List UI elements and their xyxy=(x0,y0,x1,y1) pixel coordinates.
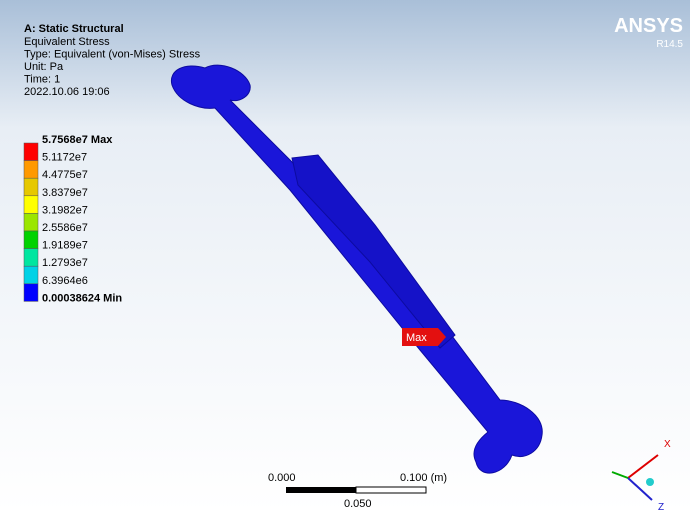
version: R14.5 xyxy=(656,39,683,50)
legend-band xyxy=(24,178,38,196)
legend-band xyxy=(24,249,38,267)
legend-label: 2.5586e7 xyxy=(42,222,88,234)
legend-band xyxy=(24,143,38,161)
legend-label: 1.9189e7 xyxy=(42,240,88,252)
header-line: Equivalent Stress xyxy=(24,36,110,48)
legend-band xyxy=(24,196,38,214)
scale-mid: 0.050 xyxy=(344,498,372,510)
title: A: Static Structural xyxy=(24,23,124,35)
probe-tag: Max xyxy=(402,328,446,346)
header-line: 2022.10.06 19:06 xyxy=(24,86,110,98)
scale-start: 0.000 xyxy=(268,472,296,484)
legend-band xyxy=(24,213,38,231)
legend-label: 1.2793e7 xyxy=(42,257,88,269)
header-line: Type: Equivalent (von-Mises) Stress xyxy=(24,49,201,61)
legend-label: 4.4775e7 xyxy=(42,169,88,181)
probe-label: Max xyxy=(406,332,427,344)
legend-band xyxy=(24,231,38,249)
logo: ANSYS xyxy=(614,15,683,37)
legend-band xyxy=(24,161,38,179)
legend-label: 5.1172e7 xyxy=(42,152,87,164)
legend-label: 5.7568e7 Max xyxy=(42,134,113,146)
legend-label: 3.1982e7 xyxy=(42,204,88,216)
triad-z: Z xyxy=(658,502,664,512)
legend-band xyxy=(24,284,38,302)
triad-x: X xyxy=(664,439,671,450)
scale-end: 0.100 (m) xyxy=(400,472,447,484)
viewport: Max A: Static Structural Equivalent Stre… xyxy=(0,0,690,512)
header-line: Unit: Pa xyxy=(24,61,64,73)
legend-label: 6.3964e6 xyxy=(42,275,88,287)
page: Max A: Static Structural Equivalent Stre… xyxy=(0,0,690,512)
legend-band xyxy=(24,266,38,284)
header-line: Time: 1 xyxy=(24,74,60,86)
legend-label: 3.8379e7 xyxy=(42,187,88,199)
legend-label: 0.00038624 Min xyxy=(42,292,122,304)
